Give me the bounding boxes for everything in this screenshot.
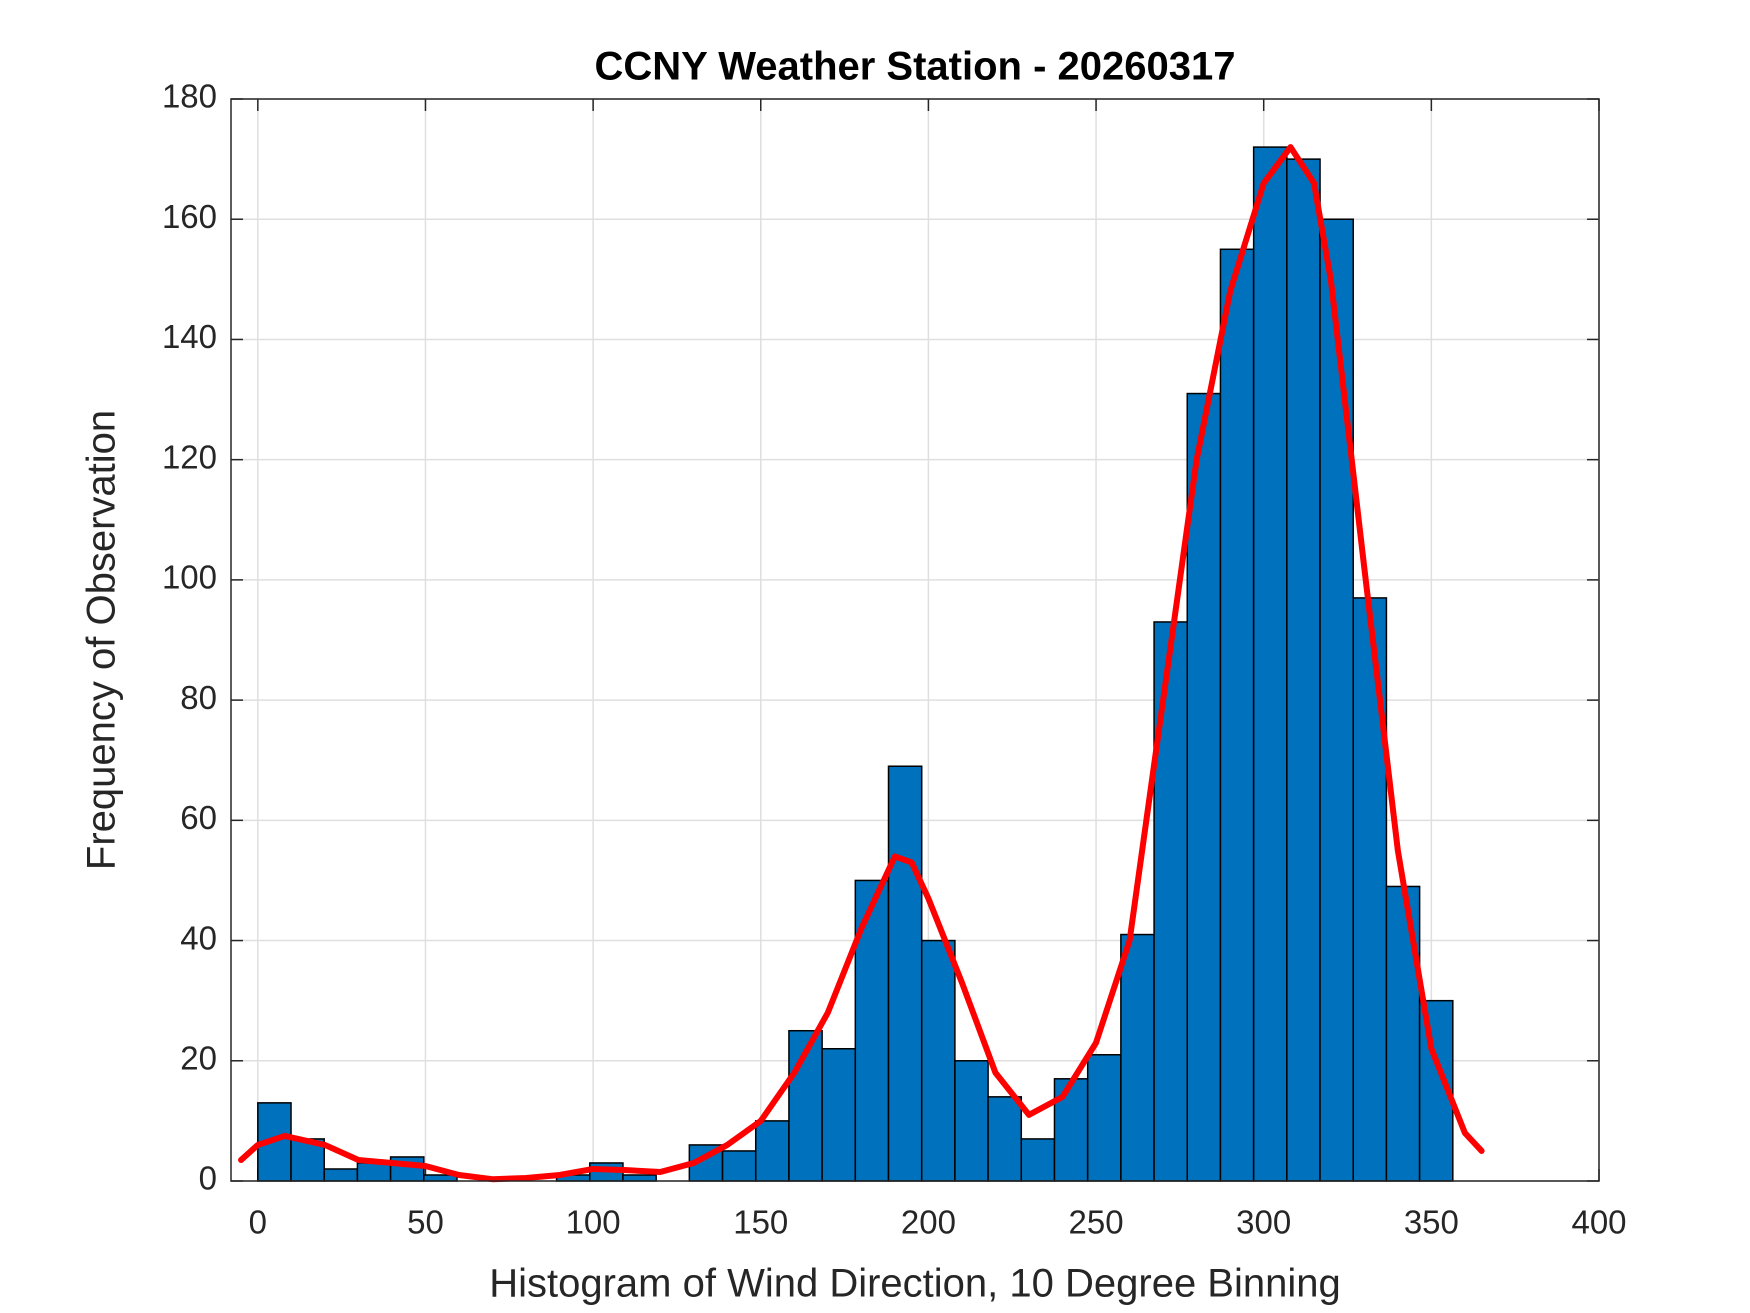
bar (1020, 1138, 1056, 1182)
y-tick-label: 40 (180, 919, 217, 956)
chart-title: CCNY Weather Station - 20260317 (595, 45, 1236, 89)
y-tick-label: 20 (180, 1039, 217, 1076)
y-tick-label: 100 (162, 559, 217, 596)
bar (954, 1060, 989, 1182)
bar (356, 1162, 392, 1182)
x-tick-label: 0 (249, 1204, 267, 1241)
y-tick-label: 180 (162, 78, 217, 115)
bar (754, 1120, 790, 1182)
bar (1053, 1078, 1089, 1182)
x-tick-label: 100 (566, 1204, 621, 1241)
bar (1120, 933, 1155, 1182)
bar (1153, 621, 1189, 1182)
bar (1219, 248, 1255, 1182)
y-axis-label: Frequency of Observation (80, 410, 124, 870)
bar (622, 1174, 657, 1182)
x-tick-label: 150 (733, 1204, 788, 1241)
bar (323, 1168, 359, 1182)
bar (821, 1048, 857, 1182)
y-tick-label: 140 (162, 318, 217, 355)
x-axis-label: Histogram of Wind Direction, 10 Degree B… (489, 1262, 1341, 1306)
x-tick-label: 300 (1236, 1204, 1291, 1241)
plot-frame (230, 98, 1600, 1182)
bar (1385, 885, 1421, 1182)
x-tick-label: 200 (901, 1204, 956, 1241)
bar (1086, 1054, 1122, 1182)
bar (1319, 218, 1354, 1182)
bar (1286, 158, 1321, 1182)
x-tick-label: 350 (1404, 1204, 1459, 1241)
bar (721, 1150, 757, 1182)
bar (1186, 392, 1222, 1182)
bar (987, 1096, 1023, 1182)
y-tick-label: 0 (199, 1160, 217, 1197)
bar (920, 939, 956, 1182)
y-tick-label: 120 (162, 438, 217, 475)
y-tick-label: 160 (162, 198, 217, 235)
x-tick-label: 50 (407, 1204, 444, 1241)
bar (1352, 597, 1388, 1182)
bar (887, 765, 923, 1182)
x-tick-label: 250 (1069, 1204, 1124, 1241)
y-tick-label: 60 (180, 799, 217, 836)
fit-line (238, 144, 1485, 1183)
y-tick-label: 80 (180, 679, 217, 716)
x-tick-label: 400 (1571, 1204, 1626, 1241)
bar (1252, 146, 1288, 1182)
